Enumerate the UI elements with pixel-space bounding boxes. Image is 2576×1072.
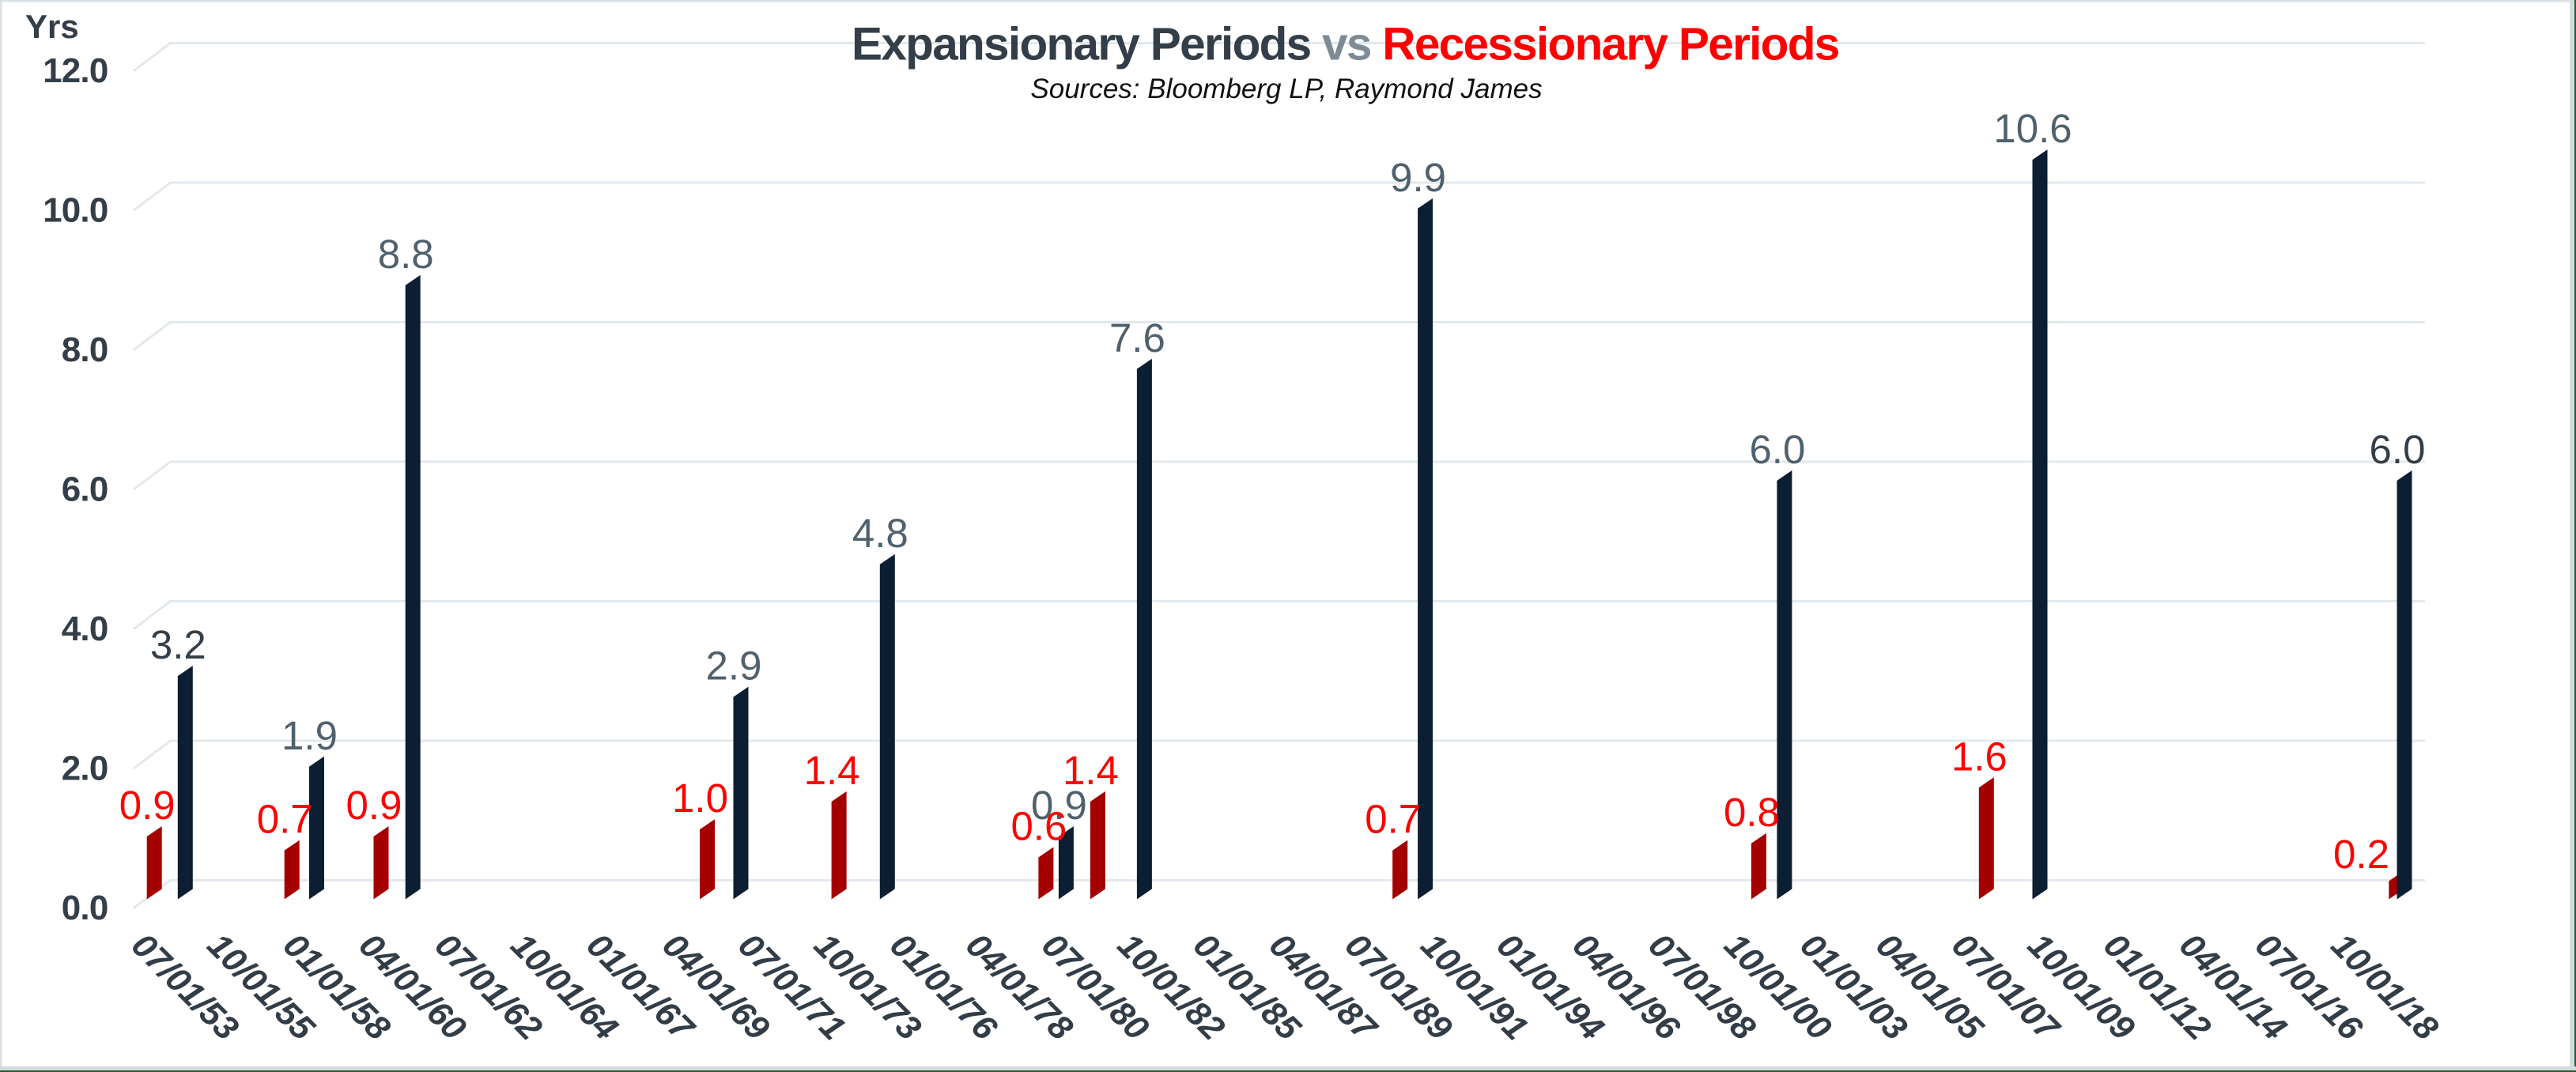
svg-text:0.9: 0.9 [119,783,176,828]
svg-text:7.6: 7.6 [1109,315,1165,360]
svg-text:0.9: 0.9 [1031,783,1087,828]
svg-text:4.8: 4.8 [852,511,908,556]
svg-text:8.8: 8.8 [378,232,434,277]
svg-text:3.2: 3.2 [150,622,206,667]
svg-text:2.0: 2.0 [62,749,108,788]
svg-text:1.9: 1.9 [281,713,338,758]
svg-text:2.9: 2.9 [706,644,762,689]
svg-text:1.0: 1.0 [672,776,728,821]
svg-text:8.0: 8.0 [62,330,108,369]
svg-text:Expansionary Periods vs Recess: Expansionary Periods vs Recessionary Per… [852,19,1839,70]
svg-text:Yrs: Yrs [25,8,79,45]
svg-text:6.0: 6.0 [2370,427,2426,472]
svg-text:0.8: 0.8 [1724,790,1780,835]
svg-text:1.4: 1.4 [1063,748,1119,793]
svg-text:10.6: 10.6 [1993,106,2072,151]
svg-text:1.4: 1.4 [804,748,860,793]
svg-text:0.2: 0.2 [2333,832,2389,877]
svg-text:9.9: 9.9 [1390,155,1446,200]
svg-text:0.9: 0.9 [346,783,402,828]
svg-text:Sources: Bloomberg LP, Raymond: Sources: Bloomberg LP, Raymond James [1030,74,1542,104]
svg-text:0.7: 0.7 [1365,797,1421,842]
svg-text:6.0: 6.0 [62,470,108,509]
svg-text:1.6: 1.6 [1951,734,2008,779]
svg-text:0.7: 0.7 [257,797,313,842]
svg-text:4.0: 4.0 [62,610,108,648]
svg-text:12.0: 12.0 [43,51,108,90]
svg-text:0.6: 0.6 [1010,804,1067,849]
svg-text:10.0: 10.0 [43,191,108,230]
svg-text:0.0: 0.0 [62,889,108,927]
svg-text:6.0: 6.0 [1749,427,1805,472]
